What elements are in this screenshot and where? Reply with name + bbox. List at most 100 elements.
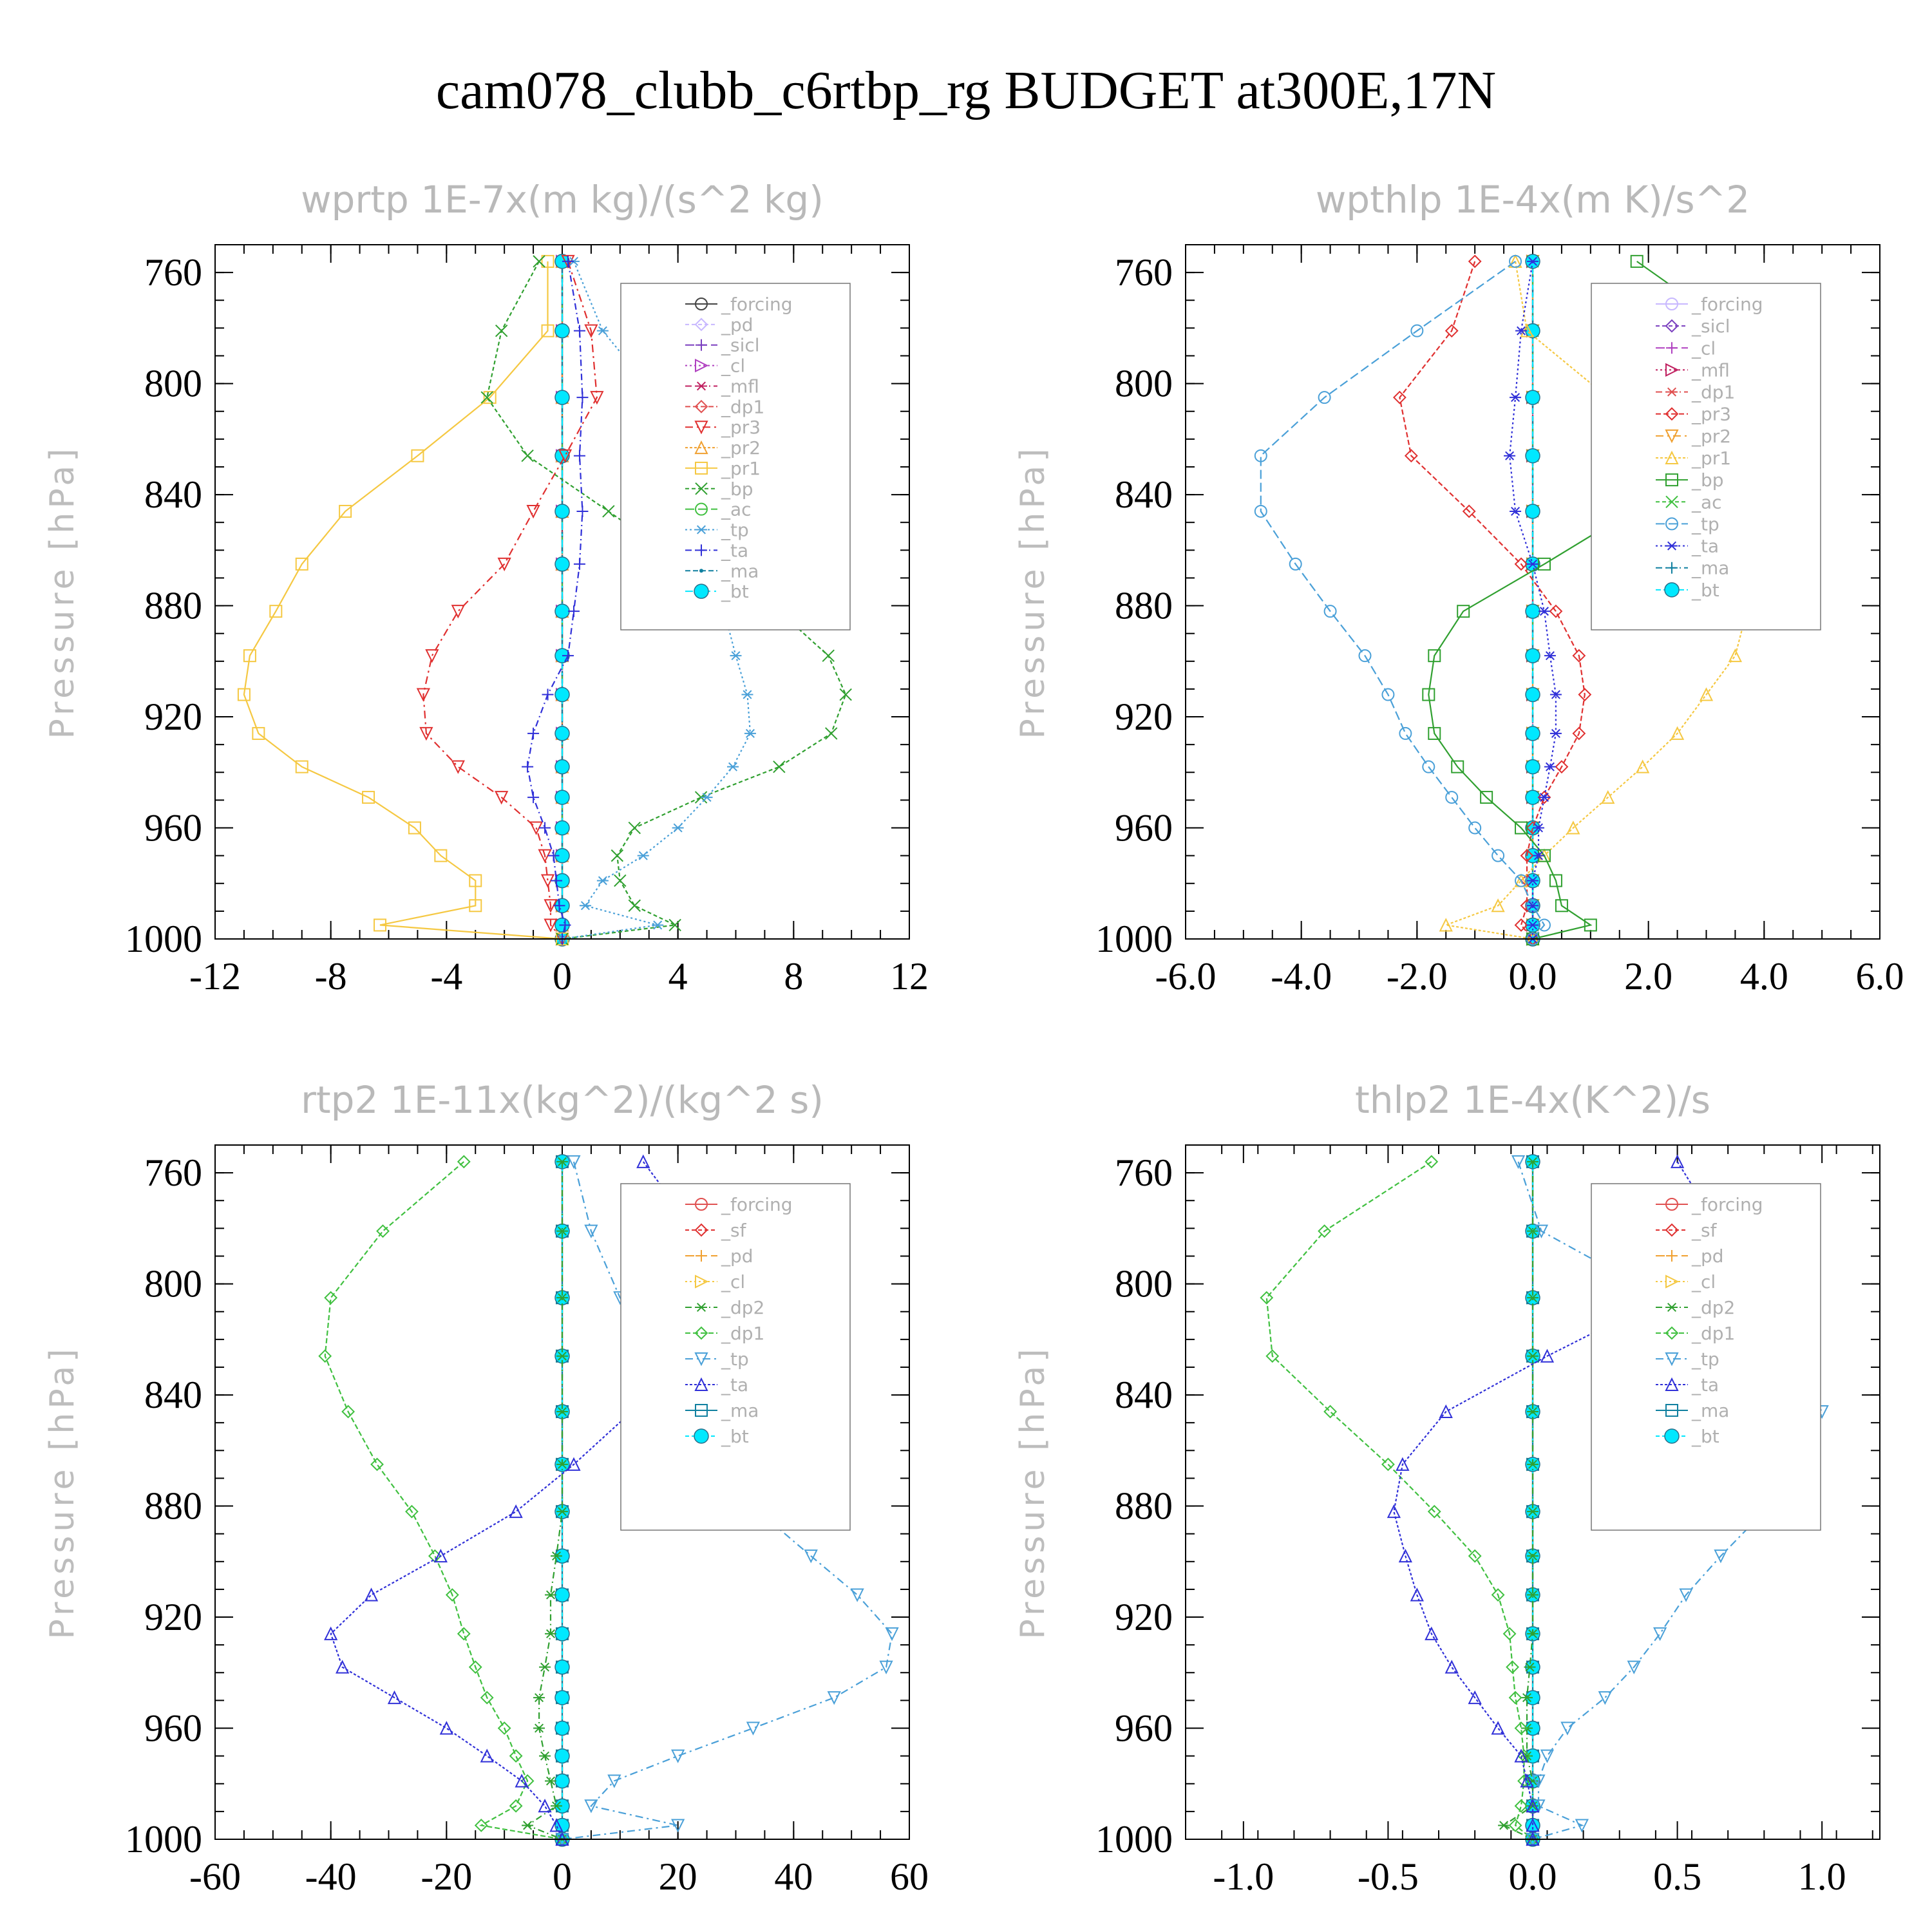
data-point	[556, 1507, 568, 1517]
legend-marker	[1666, 541, 1678, 551]
data-point	[1537, 790, 1551, 804]
legend-marker	[695, 1274, 709, 1289]
x-tick-label: -40	[305, 1855, 357, 1898]
data-point	[628, 899, 641, 912]
legend-label: _tp	[1691, 1349, 1719, 1370]
legend-label: _tp	[1691, 513, 1719, 535]
data-point	[1504, 451, 1516, 460]
data-point	[1630, 254, 1643, 268]
data-point	[1260, 1291, 1274, 1305]
data-point	[556, 1293, 568, 1303]
legend-marker	[696, 1302, 707, 1312]
data-point	[425, 649, 439, 663]
data-point	[554, 504, 570, 519]
data-point	[541, 254, 554, 268]
data-point	[533, 1693, 545, 1703]
x-tick-label: -4.0	[1271, 955, 1332, 998]
data-point	[1534, 1224, 1549, 1238]
data-point	[1445, 791, 1459, 804]
data-point	[730, 651, 742, 661]
data-point	[509, 1799, 523, 1813]
legend-marker	[695, 298, 708, 310]
data-point	[545, 1776, 557, 1786]
data-point	[1425, 1155, 1439, 1169]
data-point	[1439, 1404, 1453, 1418]
data-point	[839, 688, 852, 701]
legend-marker	[694, 1352, 708, 1367]
data-point	[480, 391, 493, 404]
data-point	[1514, 1721, 1528, 1735]
data-point	[1527, 1459, 1539, 1469]
y-tick-label: 920	[1115, 1596, 1173, 1638]
legend-marker	[694, 583, 709, 599]
y-tick-label: 1000	[1095, 1818, 1173, 1861]
legend-label: _bp	[1691, 469, 1724, 491]
legend-label: _bp	[721, 478, 753, 500]
data-point	[1492, 849, 1505, 862]
x-tick-label: -4	[430, 955, 462, 998]
data-point	[554, 1587, 570, 1603]
data-point	[376, 1224, 390, 1238]
data-point	[497, 1721, 511, 1735]
data-point	[636, 1154, 650, 1168]
data-point	[434, 849, 448, 862]
y-tick-label: 880	[144, 1485, 202, 1528]
data-point	[1584, 918, 1597, 932]
x-tick-label: 12	[890, 955, 929, 998]
series-dp1	[1260, 1155, 1540, 1846]
data-point	[554, 726, 570, 741]
x-tick-label: -12	[189, 955, 241, 998]
data-point	[480, 1690, 494, 1705]
data-point	[746, 1721, 761, 1736]
legend-label: _ta	[721, 1374, 748, 1396]
data-point	[1502, 1627, 1517, 1641]
data-point	[573, 558, 585, 570]
x-tick-label: 4.0	[1740, 955, 1788, 998]
data-point	[1468, 1549, 1482, 1563]
series-line	[526, 261, 583, 940]
legend-marker	[695, 502, 708, 516]
data-point	[1540, 1349, 1555, 1363]
data-point	[554, 1748, 570, 1764]
legend-label: _bt	[721, 1426, 749, 1447]
x-tick-label: 0.0	[1509, 1855, 1557, 1898]
data-point	[364, 1587, 379, 1602]
data-point	[1527, 559, 1539, 569]
legend-marker	[694, 399, 708, 413]
legend-label: _mfl	[1691, 359, 1730, 381]
data-point	[554, 790, 570, 805]
y-tick-label: 800	[144, 363, 202, 405]
legend-label: _pr1	[721, 458, 761, 479]
data-point	[495, 791, 509, 805]
panel-2: wpthlp 1E-4x(m K)/s^2 Pressure [hPa] 760 80…	[1014, 178, 1904, 998]
series-line	[526, 1161, 564, 1841]
legend-label: _ta	[1691, 1374, 1719, 1396]
legend-label: _ta	[1691, 536, 1719, 557]
data-point	[545, 1629, 557, 1638]
data-point	[336, 1660, 350, 1674]
legend-label: _mfl	[721, 375, 759, 397]
legend-marker	[1665, 1404, 1678, 1417]
legend-label: _cl	[1691, 1271, 1716, 1293]
panel-3: rtp2 1E-11x(kg^2)/(kg^2 s) Pressure [hPa]…	[43, 1078, 929, 1898]
data-point	[451, 605, 465, 619]
data-point	[576, 505, 589, 517]
data-point	[539, 822, 551, 834]
y-tick-label: 1000	[125, 1818, 202, 1861]
legend-label: _sf	[721, 1220, 747, 1241]
y-tick-label: 760	[144, 251, 202, 294]
data-point	[439, 1721, 453, 1735]
y-tick-label: 880	[144, 585, 202, 627]
data-point	[1525, 726, 1540, 741]
y-tick-label: 840	[144, 473, 202, 516]
data-point	[1527, 1157, 1539, 1166]
data-point	[584, 1799, 598, 1814]
data-point	[559, 919, 571, 931]
data-point	[558, 449, 573, 463]
data-point	[1510, 506, 1522, 516]
data-point	[1538, 607, 1550, 616]
x-tick-label: 6.0	[1856, 955, 1904, 998]
data-point	[1521, 1693, 1533, 1703]
data-point	[596, 876, 609, 886]
legend-label: _forcing	[721, 294, 793, 315]
